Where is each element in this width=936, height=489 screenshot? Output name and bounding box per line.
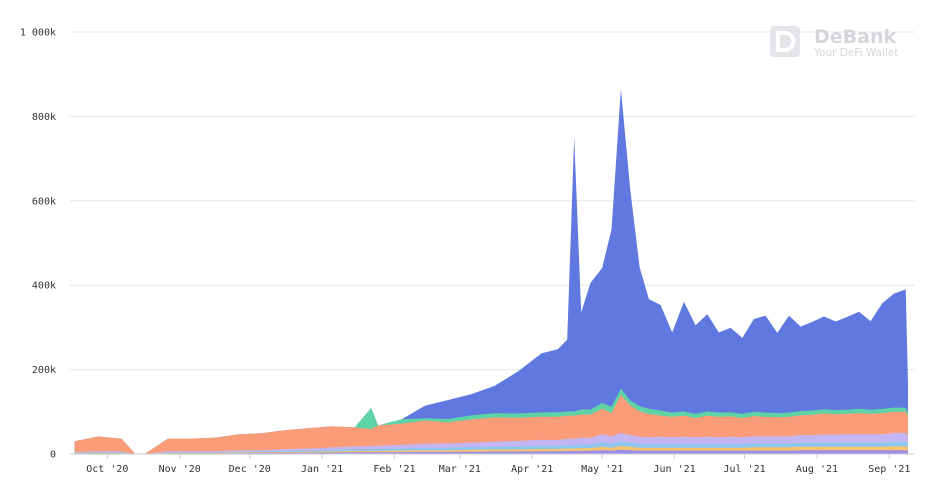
y-tick-label: 600k — [32, 196, 56, 207]
series-area-7[interactable] — [74, 449, 908, 454]
x-axis-ticks: Oct '20 Nov '20 Dec '20 Jan '21 Feb '21 Mar '… — [86, 454, 910, 475]
watermark-tagline: Your DeFi Wallet — [813, 47, 898, 59]
x-tick-label: Feb '21 — [373, 464, 415, 475]
debank-logo-icon — [770, 26, 800, 57]
x-tick-label: Jul '21 — [724, 464, 766, 475]
y-axis-ticks: 0 200k 400k 600k 800k 1 000k — [20, 28, 56, 461]
x-tick-label: Oct '20 — [86, 464, 128, 475]
x-tick-label: Sep '21 — [868, 464, 910, 475]
x-tick-label: Aug '21 — [796, 464, 838, 475]
x-tick-label: Apr '21 — [511, 464, 553, 475]
watermark-brand: DeBank — [814, 26, 896, 48]
series-area-1[interactable] — [74, 89, 908, 454]
series-areas — [70, 89, 915, 455]
y-tick-label: 200k — [32, 365, 56, 376]
x-tick-label: May '21 — [581, 464, 623, 475]
x-tick-label: Jan '21 — [301, 464, 343, 475]
debank-watermark: DeBank Your DeFi Wallet — [770, 26, 898, 59]
x-tick-label: Mar '21 — [439, 464, 481, 475]
y-tick-label: 1 000k — [20, 28, 56, 39]
x-tick-label: Dec '20 — [229, 464, 271, 475]
x-tick-label: Nov '20 — [159, 464, 201, 475]
x-tick-label: Jun '21 — [653, 464, 695, 475]
y-tick-label: 400k — [32, 281, 56, 292]
y-tick-label: 0 — [50, 450, 56, 461]
y-tick-label: 800k — [32, 112, 56, 123]
